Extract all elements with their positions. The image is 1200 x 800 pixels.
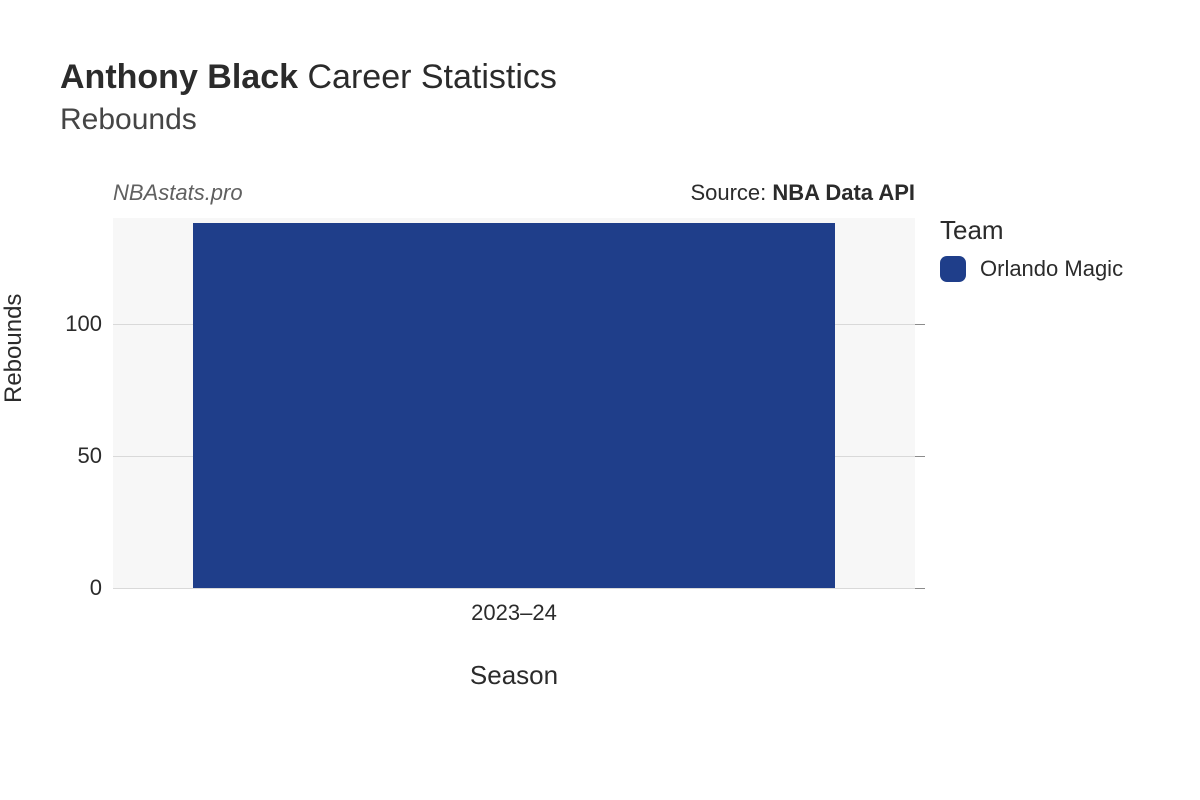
chart-subtitle: Rebounds	[60, 103, 557, 137]
credit-site: NBAstats.pro	[113, 180, 243, 206]
tick-mark	[915, 456, 925, 457]
legend-title: Team	[940, 215, 1123, 246]
x-axis-label: Season	[470, 660, 558, 691]
title-block: Anthony Black Career Statistics Rebounds	[60, 58, 557, 137]
credit-source-name: NBA Data API	[772, 180, 915, 205]
y-axis-label: Rebounds	[0, 294, 28, 403]
x-tick-label: 2023–24	[471, 600, 557, 626]
credit-source: Source: NBA Data API	[690, 180, 915, 206]
tick-mark	[915, 324, 925, 325]
title-rest: Career Statistics	[298, 58, 557, 96]
legend-swatch	[940, 256, 966, 282]
chart-container: Anthony Black Career Statistics Rebounds…	[0, 0, 1200, 800]
bar	[193, 223, 835, 588]
credit-source-prefix: Source:	[690, 180, 772, 205]
legend-item-label: Orlando Magic	[980, 256, 1123, 282]
y-tick-label: 100	[42, 311, 102, 337]
y-tick-label: 0	[42, 575, 102, 601]
chart-title: Anthony Black Career Statistics	[60, 58, 557, 97]
tick-mark	[915, 588, 925, 589]
legend-item: Orlando Magic	[940, 256, 1123, 282]
plot-area	[113, 218, 915, 588]
y-tick-label: 50	[42, 443, 102, 469]
title-bold: Anthony Black	[60, 58, 298, 96]
gridline	[113, 588, 915, 589]
legend: Team Orlando Magic	[940, 215, 1123, 282]
